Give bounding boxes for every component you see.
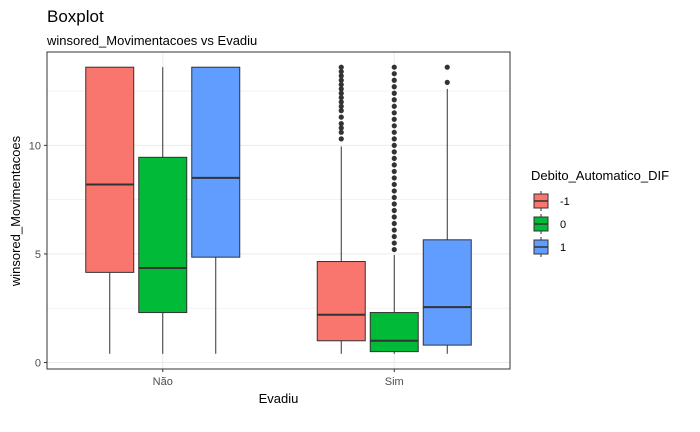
- y-tick-label: 0: [35, 357, 41, 369]
- outlier-point: [391, 110, 397, 116]
- outlier-point: [338, 121, 344, 127]
- outlier-point: [391, 181, 397, 188]
- outlier-point: [444, 64, 450, 70]
- plot-panel-border: [46, 51, 511, 370]
- outlier-point: [391, 84, 397, 90]
- outlier-point: [338, 114, 344, 120]
- outlier-point: [444, 79, 450, 85]
- outlier-point: [391, 246, 397, 253]
- outlier-point: [391, 188, 397, 194]
- box-0-Não: [138, 67, 188, 354]
- outlier-point: [338, 103, 344, 109]
- box-body: [85, 66, 135, 273]
- outlier-point: [338, 73, 344, 79]
- legend: Debito_Automatico_DIF -1 0 1: [531, 168, 669, 257]
- outlier-point: [338, 77, 344, 83]
- outlier-point: [391, 220, 397, 227]
- outlier-point: [338, 125, 344, 131]
- box--1-Não: [85, 66, 135, 354]
- legend-item-1: 1: [531, 237, 566, 257]
- outlier-point: [391, 168, 397, 175]
- outlier-point: [391, 162, 397, 168]
- outlier-point: [391, 201, 397, 207]
- outlier-point: [391, 194, 397, 201]
- outlier-point: [391, 207, 397, 214]
- outlier-point: [338, 136, 344, 142]
- legend-label: -1: [560, 196, 570, 208]
- x-tick-label: Sim: [385, 376, 404, 388]
- outlier-point: [391, 142, 397, 148]
- box--1-Sim: [316, 64, 366, 354]
- x-axis-title: Evadiu: [259, 391, 299, 406]
- chart-subtitle: winsored_Movimentacoes vs Evadiu: [47, 33, 258, 48]
- outlier-point: [391, 227, 397, 233]
- x-axis: Não Sim: [153, 369, 404, 388]
- outlier-point: [391, 77, 397, 83]
- legend-label: 0: [560, 219, 566, 231]
- outlier-point: [338, 129, 344, 135]
- y-axis: 0 5 10: [29, 140, 47, 369]
- legend-item--1: -1: [531, 191, 570, 211]
- outlier-point: [391, 214, 397, 220]
- boxes-layer: [85, 64, 472, 354]
- outlier-point: [391, 136, 397, 142]
- box-body: [422, 239, 472, 346]
- outlier-point: [338, 94, 344, 101]
- chart-title: Boxplot: [47, 7, 104, 26]
- outlier-point: [391, 240, 397, 246]
- outlier-point: [338, 68, 344, 75]
- outlier-point: [391, 90, 397, 96]
- box-body: [316, 261, 366, 342]
- outlier-point: [338, 81, 344, 88]
- box-1-Não: [191, 66, 241, 354]
- outlier-point: [391, 149, 397, 155]
- x-tick-label: Não: [153, 376, 173, 388]
- y-tick-label: 10: [29, 140, 41, 152]
- box-0-Sim: [369, 64, 419, 354]
- outlier-point: [391, 64, 397, 70]
- outlier-point: [391, 155, 397, 161]
- outlier-point: [391, 129, 397, 135]
- outlier-point: [391, 71, 397, 77]
- outlier-point: [391, 97, 397, 103]
- outlier-point: [391, 233, 397, 240]
- outlier-point: [338, 108, 344, 114]
- outlier-point: [338, 64, 344, 70]
- outlier-point: [391, 123, 397, 129]
- box-body: [369, 312, 419, 353]
- legend-title: Debito_Automatico_DIF: [531, 168, 669, 183]
- legend-item-0: 0: [531, 214, 566, 234]
- outlier-point: [338, 86, 344, 92]
- y-axis-title: winsored_Movimentacoes: [8, 135, 23, 287]
- box-body: [191, 66, 241, 258]
- box-1-Sim: [422, 64, 472, 354]
- outlier-point: [338, 90, 344, 96]
- outlier-point: [391, 103, 397, 109]
- outlier-point: [391, 175, 397, 181]
- box-body: [138, 156, 188, 314]
- outlier-point: [391, 116, 397, 122]
- legend-label: 1: [560, 242, 566, 254]
- y-tick-label: 5: [35, 249, 41, 261]
- outlier-point: [338, 99, 344, 105]
